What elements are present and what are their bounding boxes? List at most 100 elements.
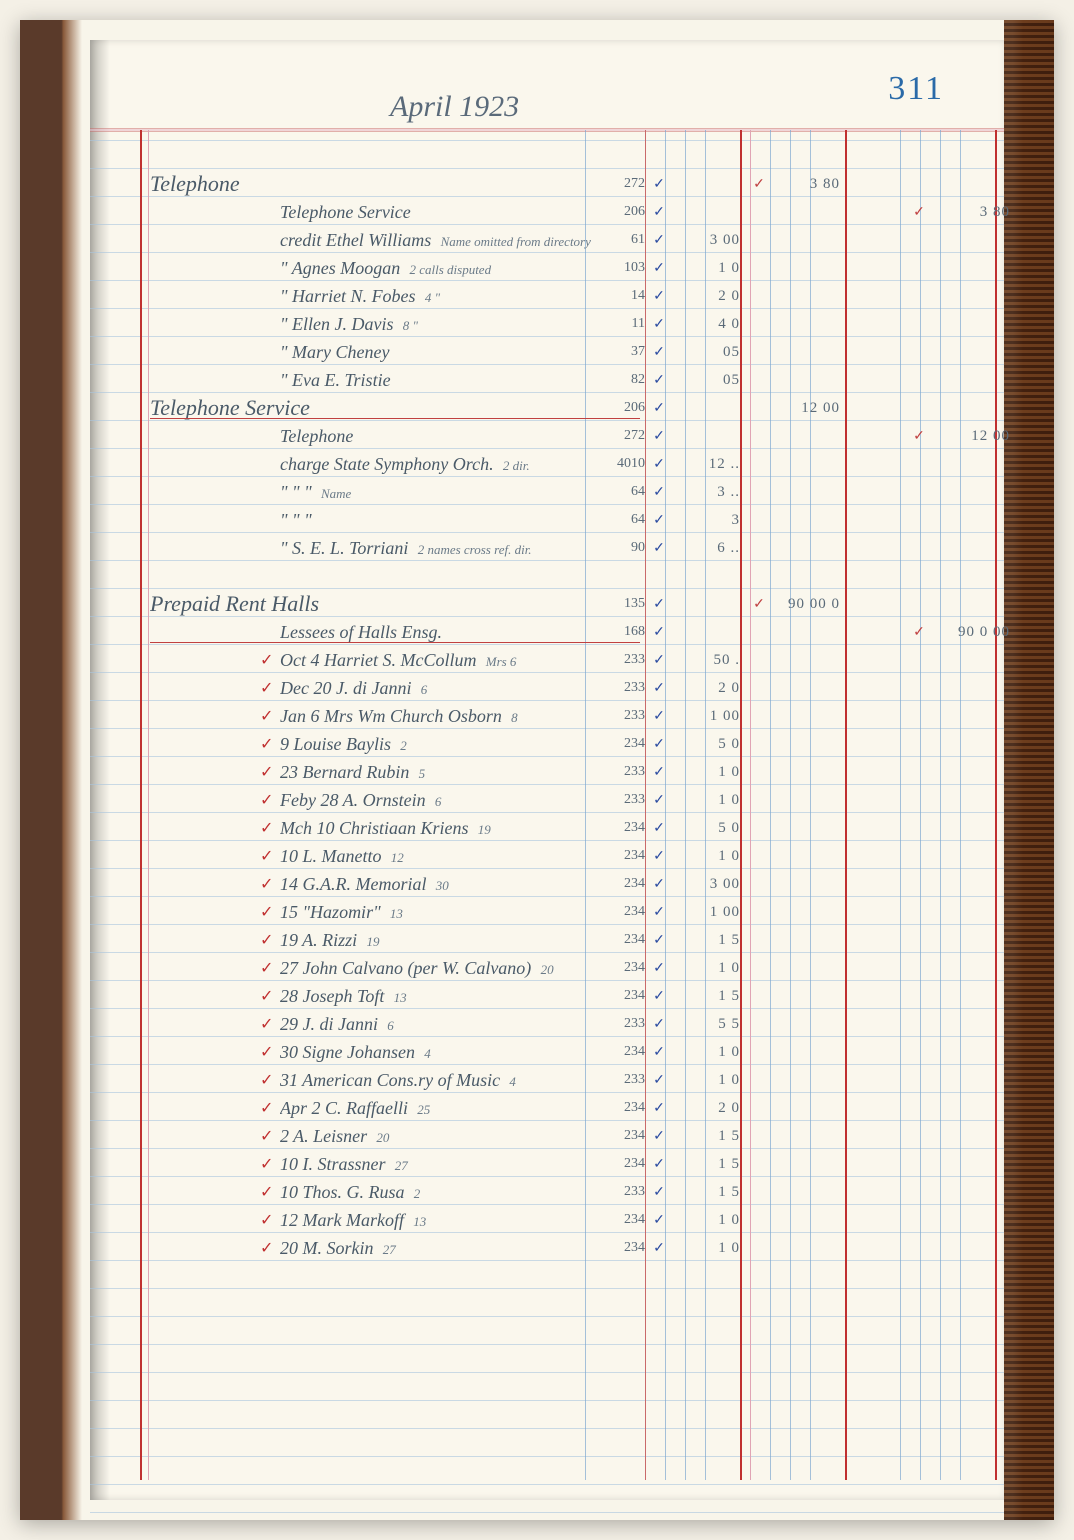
ref-number: 234 — [590, 876, 645, 892]
entry-subnote: 19 — [363, 934, 379, 949]
entry-description: 30 Signe Johansen 4 — [280, 1042, 710, 1063]
amount-col1: 1 0 — [670, 960, 740, 977]
check-mark: ✓ — [650, 456, 668, 473]
entry-subnote: 19 — [475, 822, 491, 837]
entry-description: " Harriet N. Fobes 4 " — [280, 286, 710, 307]
ledger-row: ✓ 19 A. Rizzi 19234✓1 5 — [90, 926, 1004, 954]
tick-mark: ✓ — [260, 1238, 273, 1258]
entry-subnote: 6 — [417, 682, 427, 697]
rule-h — [90, 1288, 1004, 1289]
entry-description: 12 Mark Markoff 13 — [280, 1210, 710, 1231]
tick-mark: ✓ — [260, 678, 273, 698]
check-mark: ✓ — [650, 540, 668, 557]
entry-subnote: 20 — [373, 1130, 389, 1145]
check-mark: ✓ — [650, 1240, 668, 1257]
amount-col1: 1 0 — [670, 764, 740, 781]
ref-number: 234 — [590, 1212, 645, 1228]
tick-mark: ✓ — [260, 874, 273, 894]
entry-subnote: 2 names cross ref. dir. — [414, 542, 531, 557]
entry-description: " Mary Cheney — [280, 342, 710, 363]
ledger-row: ✓ 28 Joseph Toft 13234✓1 5 — [90, 982, 1004, 1010]
amount-col1: 1 0 — [670, 260, 740, 277]
ledger-book: 311 April 1923 Telephone272✓✓3 80Telepho… — [20, 20, 1054, 1520]
check-mark: ✓ — [650, 652, 668, 669]
entry-description: Lessees of Halls Ensg. — [280, 622, 710, 643]
entry-subnote: 2 dir. — [500, 458, 530, 473]
ledger-row: ✓ 23 Bernard Rubin 5233✓1 0 — [90, 758, 1004, 786]
entry-description: " Eva E. Tristie — [280, 370, 710, 391]
check-mark: ✓ — [650, 988, 668, 1005]
entry-subnote: 4 — [421, 1046, 431, 1061]
amount-col3: 90 0 00 — [930, 624, 1010, 641]
amount-col1: 1 5 — [670, 1156, 740, 1173]
ledger-row: ✓ 29 J. di Janni 6233✓5 5 — [90, 1010, 1004, 1038]
ledger-row: ✓ 14 G.A.R. Memorial 30234✓3 00 — [90, 870, 1004, 898]
ref-number: 61 — [590, 232, 645, 248]
section-heading: Telephone — [150, 171, 580, 197]
check-mark: ✓ — [650, 624, 668, 641]
ledger-row: ✓ 9 Louise Baylis 2234✓5 0 — [90, 730, 1004, 758]
rule-h — [90, 1428, 1004, 1429]
entry-description: 27 John Calvano (per W. Calvano) 20 — [280, 958, 710, 979]
check-mark: ✓ — [650, 792, 668, 809]
amount-col1: 3 00 — [670, 876, 740, 893]
ref-number: 64 — [590, 484, 645, 500]
check-mark: ✓ — [650, 316, 668, 333]
rule-h — [90, 1456, 1004, 1457]
tick-mark: ✓ — [260, 818, 273, 838]
entry-subnote: 4 — [506, 1074, 516, 1089]
ref-number: 82 — [590, 372, 645, 388]
ledger-row: " Eva E. Tristie82✓05 — [90, 366, 1004, 394]
amount-col2: 3 80 — [770, 176, 840, 193]
spine-texture — [1004, 20, 1054, 1520]
ref-number: 234 — [590, 1100, 645, 1116]
entry-description: 19 A. Rizzi 19 — [280, 930, 710, 951]
entry-description: 31 American Cons.ry of Music 4 — [280, 1070, 710, 1091]
ref-number: 233 — [590, 764, 645, 780]
ref-number: 234 — [590, 1128, 645, 1144]
entry-description: Mch 10 Christiaan Kriens 19 — [280, 818, 710, 839]
ledger-row: Telephone272✓✓3 80 — [90, 170, 1004, 198]
entry-subnote: 30 — [432, 878, 448, 893]
ledger-row: charge State Symphony Orch. 2 dir.4010✓1… — [90, 450, 1004, 478]
ref-number: 234 — [590, 1156, 645, 1172]
ref-number: 234 — [590, 848, 645, 864]
tick-mark: ✓ — [260, 706, 273, 726]
tick-mark: ✓ — [260, 1042, 273, 1062]
ref-number: 234 — [590, 904, 645, 920]
amount-col1: 1 5 — [670, 988, 740, 1005]
ledger-row: ✓ 10 Thos. G. Rusa 2233✓1 5 — [90, 1178, 1004, 1206]
ledger-row: ✓Oct 4 Harriet S. McCollum Mrs 6233✓50 . — [90, 646, 1004, 674]
check-mark: ✓ — [650, 596, 668, 613]
entry-subnote: 12 — [388, 850, 404, 865]
amount-col2: 90 00 0 — [770, 596, 840, 613]
check-mark: ✓ — [650, 764, 668, 781]
amount-col1: 2 0 — [670, 680, 740, 697]
tick-mark: ✓ — [260, 958, 273, 978]
ref-number: 233 — [590, 1184, 645, 1200]
ledger-row: ✓ 10 I. Strassner 27234✓1 5 — [90, 1150, 1004, 1178]
entry-description: 10 I. Strassner 27 — [280, 1154, 710, 1175]
entry-description: charge State Symphony Orch. 2 dir. — [280, 454, 710, 475]
entry-description: 29 J. di Janni 6 — [280, 1014, 710, 1035]
section-rule — [150, 642, 640, 643]
amount-col1: 1 0 — [670, 1044, 740, 1061]
header-rule — [90, 128, 1004, 132]
ref-number: 103 — [590, 260, 645, 276]
ledger-row: credit Ethel Williams Name omitted from … — [90, 226, 1004, 254]
check-mark: ✓ — [650, 484, 668, 501]
check-mark: ✓ — [650, 1044, 668, 1061]
ref-number: 233 — [590, 792, 645, 808]
check-mark: ✓ — [650, 232, 668, 249]
amount-col1: 1 5 — [670, 1184, 740, 1201]
ref-number: 233 — [590, 1072, 645, 1088]
amount-col1: 2 0 — [670, 1100, 740, 1117]
page-number: 311 — [888, 70, 944, 108]
entry-description: 10 L. Manetto 12 — [280, 846, 710, 867]
ledger-page: 311 April 1923 Telephone272✓✓3 80Telepho… — [90, 40, 1004, 1500]
entry-description: " S. E. L. Torriani 2 names cross ref. d… — [280, 538, 710, 559]
ref-number: 135 — [590, 596, 645, 612]
ref-number: 233 — [590, 652, 645, 668]
ledger-row: " " "64✓3 — [90, 506, 1004, 534]
check-mark: ✓ — [650, 1016, 668, 1033]
